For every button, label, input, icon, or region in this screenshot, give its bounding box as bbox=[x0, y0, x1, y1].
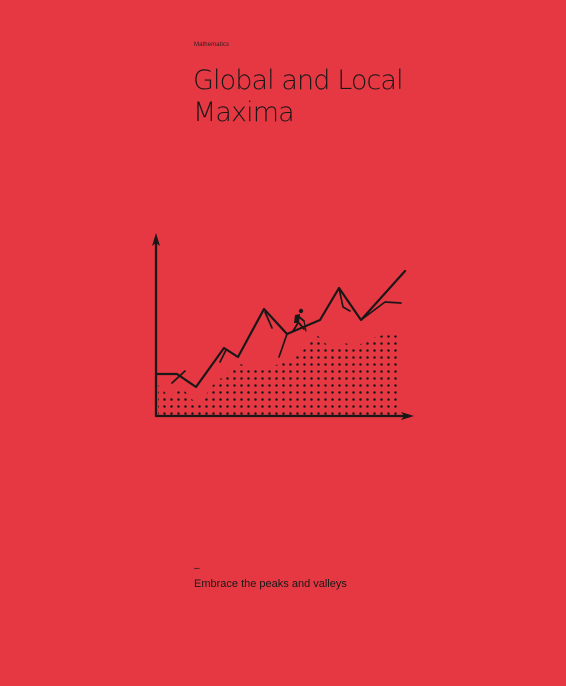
title-line-1: Global and Local bbox=[193, 65, 404, 96]
local-peak-line-4 bbox=[278, 333, 288, 358]
local-peak-line-2 bbox=[219, 349, 227, 363]
climber-icon bbox=[292, 308, 307, 332]
local-peak-line-3 bbox=[264, 311, 273, 329]
tagline: Embrace the peaks and valleys bbox=[194, 578, 347, 590]
title-line-2: Maxima bbox=[193, 97, 295, 128]
local-peak-line-6 bbox=[360, 301, 402, 321]
local-peak-line-5 bbox=[338, 287, 351, 312]
y-axis-arrow-icon bbox=[152, 233, 160, 246]
trend-line bbox=[155, 269, 407, 389]
category-label: Mathematics bbox=[194, 42, 230, 48]
poster-title: Global and Local Maxima bbox=[193, 65, 404, 129]
dotted-terrain bbox=[158, 334, 400, 415]
peaks-and-valleys-illustration bbox=[152, 233, 414, 420]
local-peak-line-1 bbox=[171, 370, 186, 384]
x-axis-arrow-icon bbox=[401, 412, 414, 420]
tagline-dash: – bbox=[194, 563, 200, 574]
